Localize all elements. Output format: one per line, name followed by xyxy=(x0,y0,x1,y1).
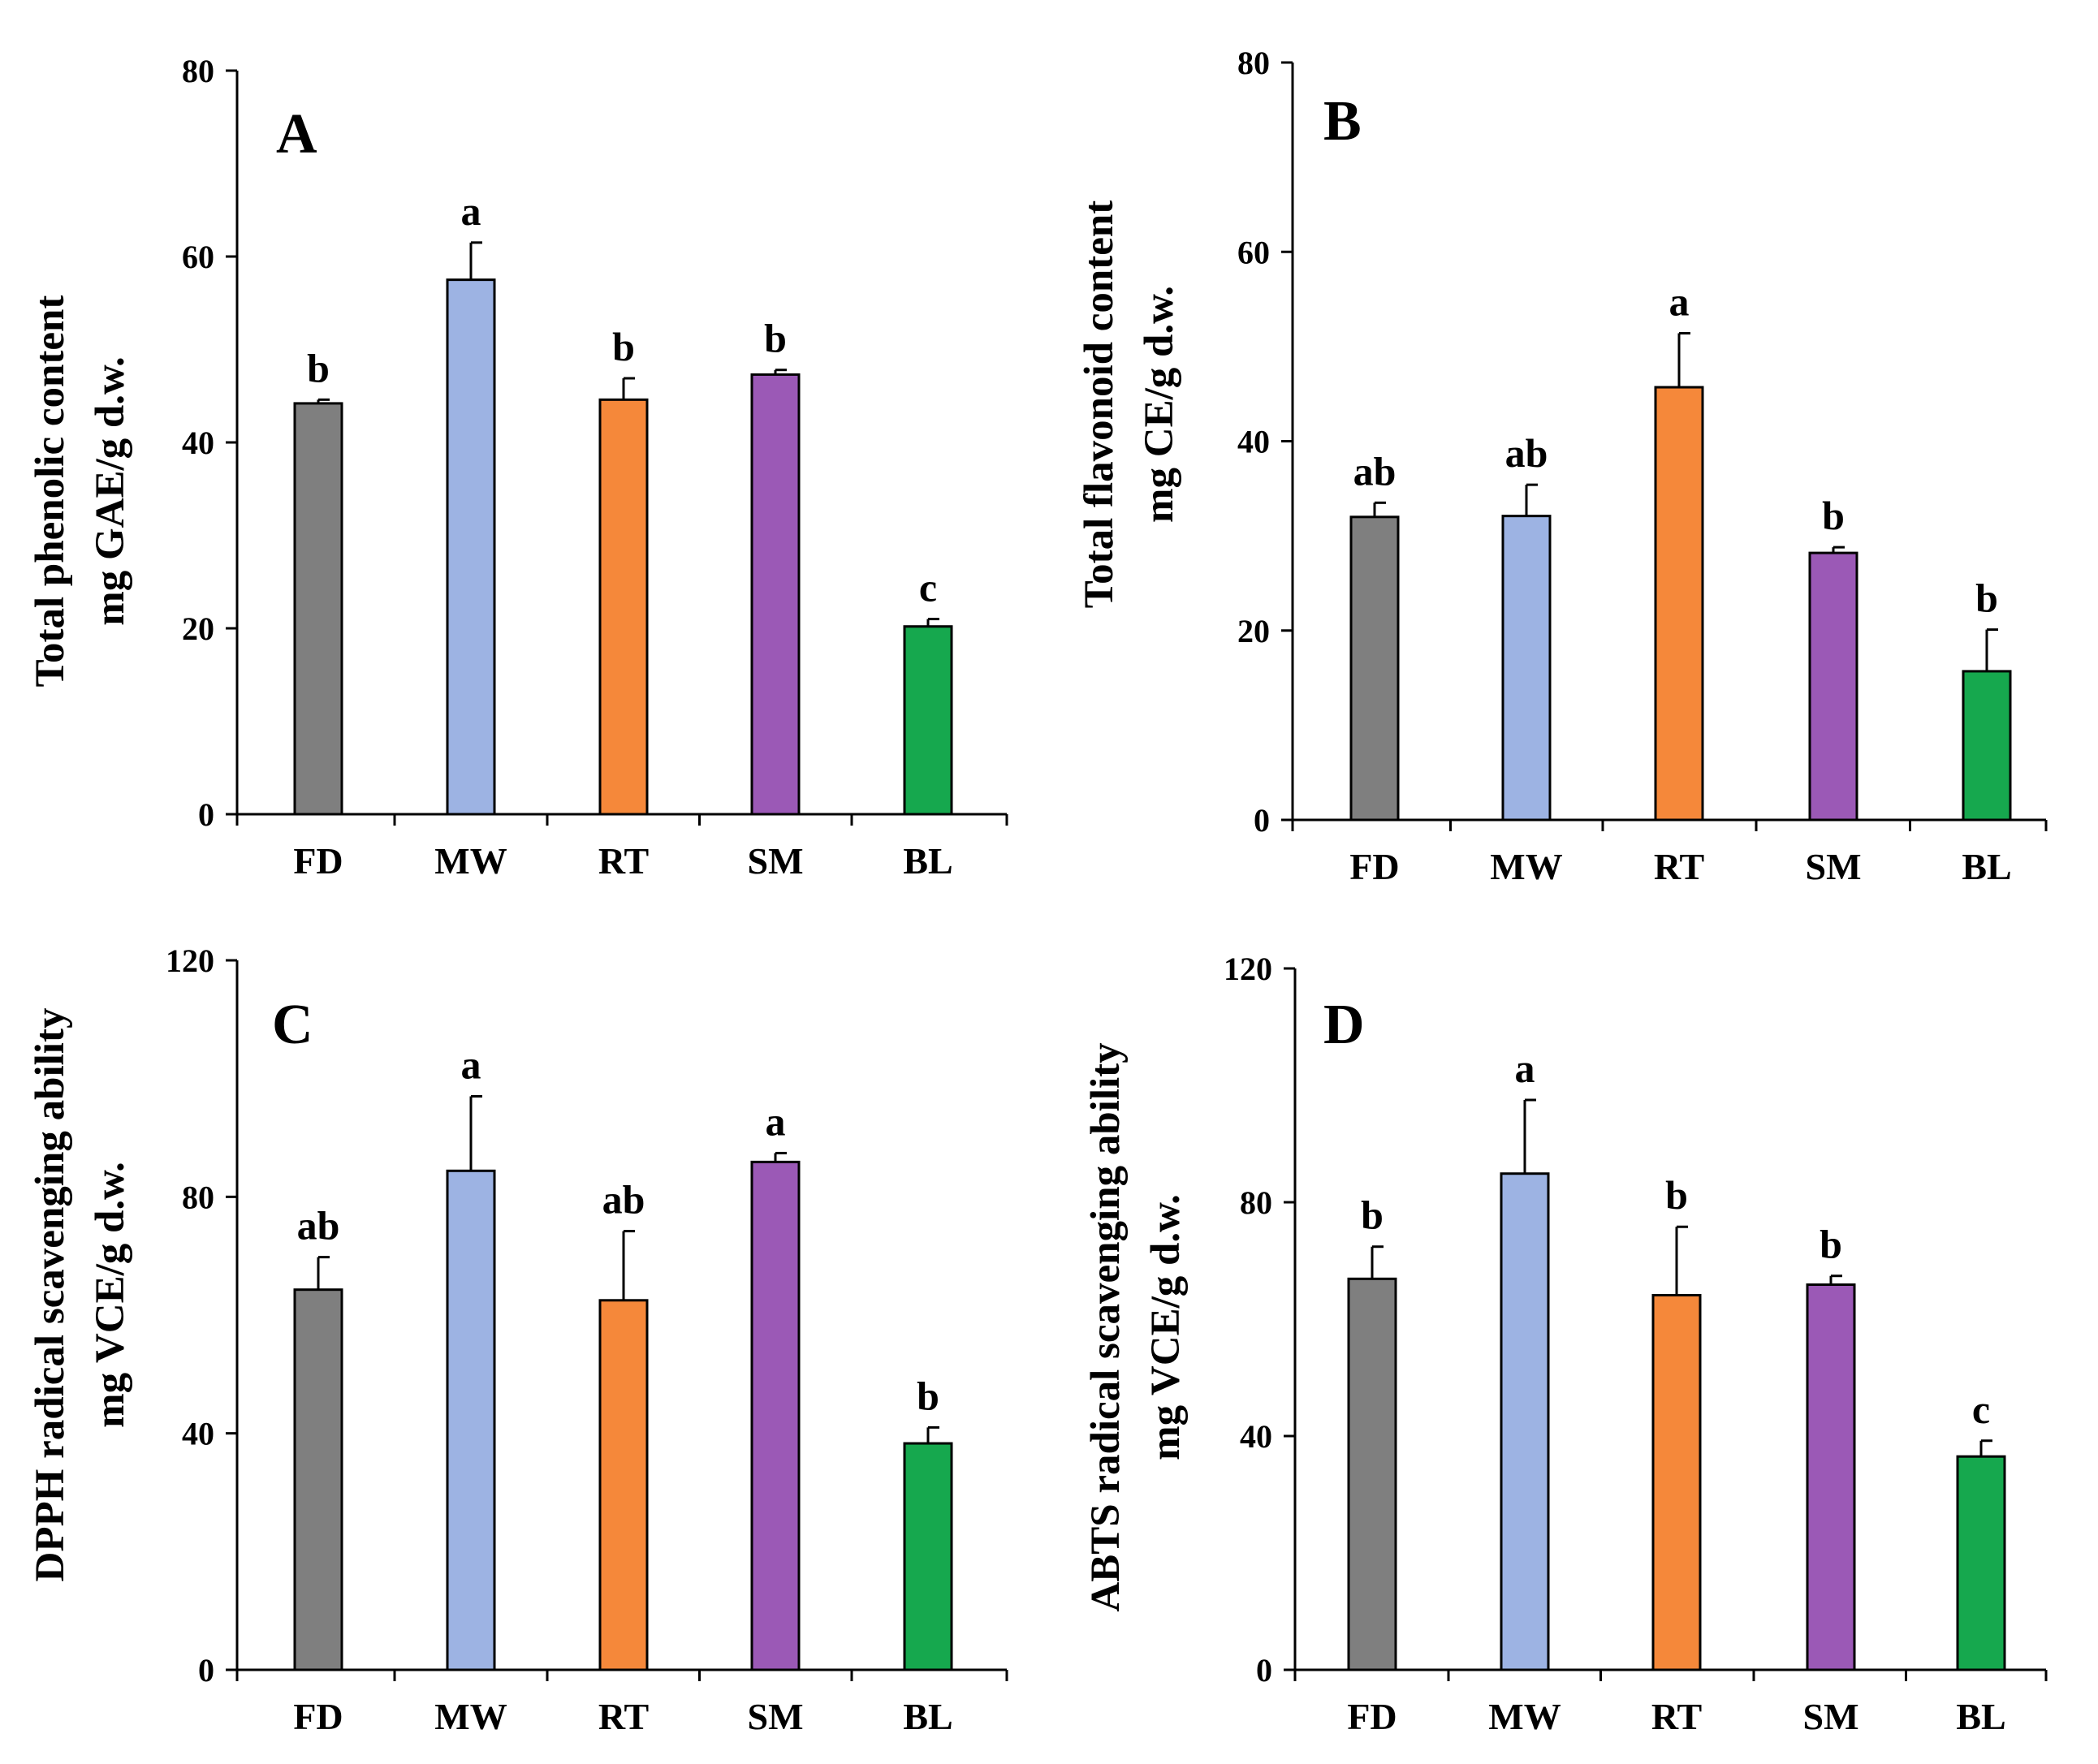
bar-rt xyxy=(1651,1293,1702,1671)
y-axis-subtitle-d: mg VCE/g d.w. xyxy=(1143,1194,1189,1460)
y-tick-label: 80 xyxy=(182,1179,214,1215)
x-tick-label: FD xyxy=(293,840,343,882)
y-tick-label: 60 xyxy=(182,239,214,275)
panel-c: C DPPH radical scavenging ability mg VCE… xyxy=(28,942,1008,1737)
significance-label: b xyxy=(1820,1222,1842,1267)
y-tick-label: 0 xyxy=(1254,802,1270,839)
panel-b: B Total flavonoid content mg CE/g d.w. 0… xyxy=(1077,45,2048,887)
y-tick-label: 60 xyxy=(1237,234,1270,270)
x-tick-label: MW xyxy=(1488,1696,1561,1737)
bar-bl xyxy=(1956,1455,2006,1671)
y-axis-title-d: ABTS radical scavenging ability xyxy=(1083,1042,1129,1611)
significance-label: b xyxy=(764,316,787,361)
significance-label: b xyxy=(1822,493,1845,538)
y-tick-label: 80 xyxy=(1237,45,1270,81)
y-tick-label: 0 xyxy=(198,796,214,833)
significance-label: c xyxy=(1972,1387,1990,1432)
x-tick-label: SM xyxy=(748,840,804,882)
significance-label: b xyxy=(1665,1172,1688,1218)
panel-a: A Total phenolic content mg GAE/g d.w. 0… xyxy=(28,53,1008,882)
panel-label-d: D xyxy=(1323,994,1365,1056)
y-axis-subtitle-c: mg VCE/g d.w. xyxy=(88,1162,133,1428)
x-tick-label: BL xyxy=(903,840,952,882)
bar-fd xyxy=(1347,1277,1397,1671)
x-tick-label: SM xyxy=(1803,1696,1859,1737)
significance-label: b xyxy=(1361,1193,1384,1238)
significance-label: ab xyxy=(1505,430,1548,476)
y-tick-label: 0 xyxy=(1256,1652,1272,1689)
x-tick-label: MW xyxy=(1490,846,1562,887)
bar-sm xyxy=(1806,1283,1856,1671)
bar-bl xyxy=(1962,670,2012,822)
y-axis-title-b: Total flavonoid content xyxy=(1077,201,1122,609)
bar-mw xyxy=(446,1169,496,1671)
significance-label: a xyxy=(1669,279,1690,325)
significance-label: b xyxy=(307,345,330,390)
bar-mw xyxy=(1500,1172,1550,1671)
panel-d: D ABTS radical scavenging ability mg VCE… xyxy=(1083,951,2048,1737)
x-tick-label: RT xyxy=(598,1696,649,1737)
y-tick-label: 80 xyxy=(182,53,214,89)
x-tick-label: RT xyxy=(1654,846,1704,887)
x-tick-label: RT xyxy=(598,840,649,882)
significance-label: ab xyxy=(602,1177,645,1223)
y-tick-label: 40 xyxy=(182,425,214,461)
significance-label: a xyxy=(1515,1046,1535,1091)
x-tick-label: BL xyxy=(903,1696,952,1737)
y-tick-label: 120 xyxy=(1224,951,1272,987)
bar-rt xyxy=(1654,386,1704,822)
x-tick-label: FD xyxy=(1349,846,1399,887)
significance-label: ab xyxy=(297,1203,340,1249)
y-tick-label: 40 xyxy=(1237,424,1270,460)
bar-mw xyxy=(446,278,496,816)
significance-label: b xyxy=(612,324,635,369)
bar-rt xyxy=(598,1299,649,1671)
y-tick-label: 120 xyxy=(166,942,214,979)
bar-sm xyxy=(750,373,801,816)
panel-label-a: A xyxy=(276,103,317,166)
bar-fd xyxy=(1349,515,1400,822)
x-tick-label: MW xyxy=(434,1696,507,1737)
significance-label: c xyxy=(919,565,937,610)
panel-label-b: B xyxy=(1323,90,1362,153)
panel-label-c: C xyxy=(272,994,313,1056)
significance-label: a xyxy=(766,1098,786,1144)
y-tick-label: 80 xyxy=(1240,1184,1272,1221)
x-tick-label: SM xyxy=(748,1696,804,1737)
y-axis-title-a: Total phenolic content xyxy=(28,295,73,688)
x-tick-label: BL xyxy=(1956,1696,2005,1737)
significance-label: ab xyxy=(1353,448,1397,494)
x-tick-label: SM xyxy=(1806,846,1862,887)
bar-rt xyxy=(598,398,649,816)
bar-sm xyxy=(750,1160,801,1671)
significance-label: b xyxy=(1975,576,1998,621)
significance-label: b xyxy=(917,1373,939,1418)
x-tick-label: FD xyxy=(293,1696,343,1737)
y-axis-subtitle-b: mg CE/g d.w. xyxy=(1137,286,1182,523)
significance-label: a xyxy=(461,188,481,234)
bar-fd xyxy=(293,1288,343,1671)
y-axis-title-c: DPPH radical scavenging ability xyxy=(28,1008,73,1582)
y-tick-label: 40 xyxy=(1240,1418,1272,1455)
y-tick-label: 0 xyxy=(198,1652,214,1689)
bar-bl xyxy=(903,625,953,816)
bar-mw xyxy=(1501,515,1552,822)
x-tick-label: RT xyxy=(1651,1696,1702,1737)
x-tick-label: FD xyxy=(1347,1696,1397,1737)
y-tick-label: 20 xyxy=(1237,613,1270,649)
y-tick-label: 40 xyxy=(182,1416,214,1452)
significance-label: a xyxy=(461,1042,481,1088)
x-tick-label: BL xyxy=(1962,846,2011,887)
bar-fd xyxy=(293,402,343,816)
bar-sm xyxy=(1808,551,1858,822)
x-tick-label: MW xyxy=(434,840,507,882)
y-axis-subtitle-a: mg GAE/g d.w. xyxy=(88,356,133,626)
bar-bl xyxy=(903,1442,953,1671)
y-tick-label: 20 xyxy=(182,610,214,647)
